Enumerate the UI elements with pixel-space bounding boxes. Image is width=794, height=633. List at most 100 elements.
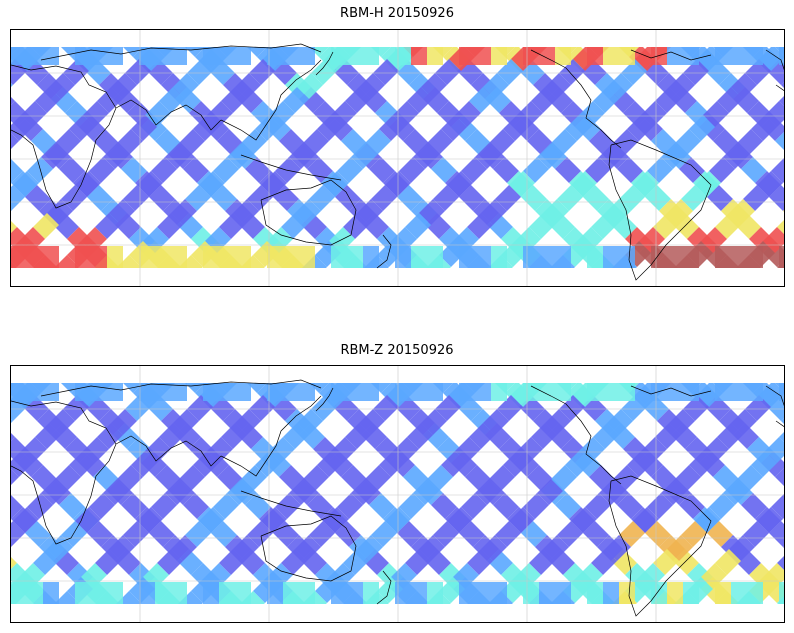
swath-segment [68,114,96,142]
swath-segment [110,72,138,100]
swath-segment [402,128,430,156]
swath-segment [244,156,272,184]
swath-segment [674,128,702,156]
north-edge-swath [235,47,251,65]
swath-segment [206,436,234,464]
north-edge-swath [267,47,283,65]
south-edge-swath [587,246,603,268]
swath-segment [406,422,434,450]
swath-segment [758,47,784,72]
swath-segment [340,464,368,492]
swath-segment [556,520,584,548]
south-edge-swath [523,582,539,604]
swath-segment [356,534,384,562]
swath-segment [644,520,672,548]
swath-segment [301,590,328,604]
swath-segment [550,128,578,156]
swath-segment [712,128,740,156]
south-edge-swath [555,582,571,604]
south-edge-swath [27,582,43,604]
swath-segment [184,47,205,58]
swath-segment [124,394,152,422]
north-edge-swath [203,47,219,65]
swath-segment [310,58,338,86]
swath-segment [542,534,570,562]
swath-segment [18,226,46,254]
coastline-path [115,99,222,131]
south-edge-swath [331,582,347,604]
swath-segment [458,184,486,212]
north-edge-swath [27,47,43,65]
swath-segment [164,478,192,506]
swath-segment [246,47,267,58]
swath-segment [492,492,520,520]
swath-segment [598,142,626,170]
swath-segment [58,156,86,184]
swath-segment [458,520,486,548]
swath-segment [53,275,67,287]
swath-segment [638,226,666,254]
swath-segment [482,72,510,100]
swath-segment [541,275,555,287]
swath-segment [11,158,24,183]
swath-segment [115,275,129,287]
swath-segment [482,408,510,436]
swath-segment [62,394,90,422]
north-edge-swath [683,47,699,65]
swath-segment [518,394,546,422]
north-edge-swath [155,47,171,65]
south-edge-swath [475,582,491,604]
swath-segment [11,469,20,486]
swath-segment [254,114,282,142]
swath-segment [434,58,462,86]
north-edge-swath [107,47,123,65]
swath-segment [420,72,448,100]
swath-segment [108,534,136,562]
swath-segment [344,422,372,450]
swath-segment [308,184,336,212]
south-edge-swath [235,582,251,604]
swath-segment [722,142,750,170]
swath-segment [735,275,749,287]
north-edge-swath [139,383,155,401]
swath-segment [206,100,234,128]
swath-segment [88,492,116,520]
south-edge-swath [139,582,155,604]
swath-segment [82,100,110,128]
swath-segment [638,562,666,590]
swath-segment [536,478,564,506]
swath-segment [680,520,708,548]
swath-segment [750,114,778,142]
map-panel-rbm-z [10,365,785,623]
swath-segment [700,226,728,254]
swath-segment [528,548,556,576]
swath-segment [616,492,644,520]
swath-segment [240,464,268,492]
swath-segment [368,492,396,520]
swath-segment [12,506,40,534]
swath-segment [550,464,578,492]
swath-segment [544,72,572,100]
swath-segment [612,464,640,492]
swath-segment [150,156,178,184]
swath-segment [246,520,274,548]
swath-segment [316,114,344,142]
swath-segment [156,212,184,240]
coastline-path [376,570,392,605]
swath-segment [673,275,687,287]
swath-segment [412,142,440,170]
swath-segment [678,492,706,520]
north-edge-swath [427,383,443,401]
north-edge-swath [235,383,251,401]
swath-segment [156,548,184,576]
swath-segment [544,408,572,436]
south-edge-swath [603,246,619,268]
north-edge-swath [491,47,507,65]
swath-segment [154,128,182,156]
south-edge-swath [683,582,699,604]
swath-segment [148,184,176,212]
north-edge-swath [363,47,379,65]
swath-segment [308,383,329,394]
swath-segment [756,506,784,534]
swath-segment [432,184,460,212]
